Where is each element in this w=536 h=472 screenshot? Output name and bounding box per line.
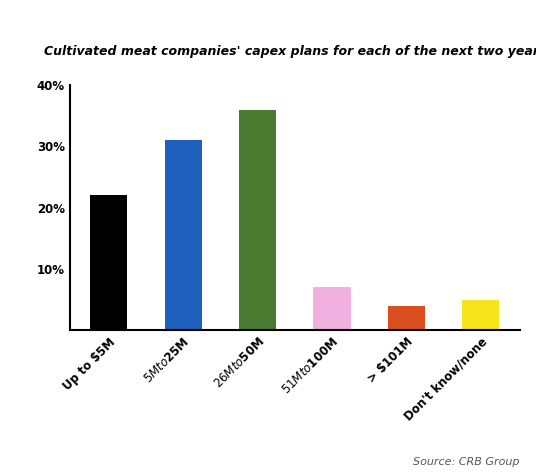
Bar xyxy=(314,287,351,330)
Bar xyxy=(239,110,276,330)
Bar xyxy=(388,306,425,330)
Text: Cultivated meat companies' capex plans for each of the next two years: Cultivated meat companies' capex plans f… xyxy=(43,45,536,59)
Bar xyxy=(165,140,202,330)
Bar xyxy=(462,300,500,330)
Text: Source: CRB Group: Source: CRB Group xyxy=(413,457,520,467)
Bar xyxy=(90,195,128,330)
